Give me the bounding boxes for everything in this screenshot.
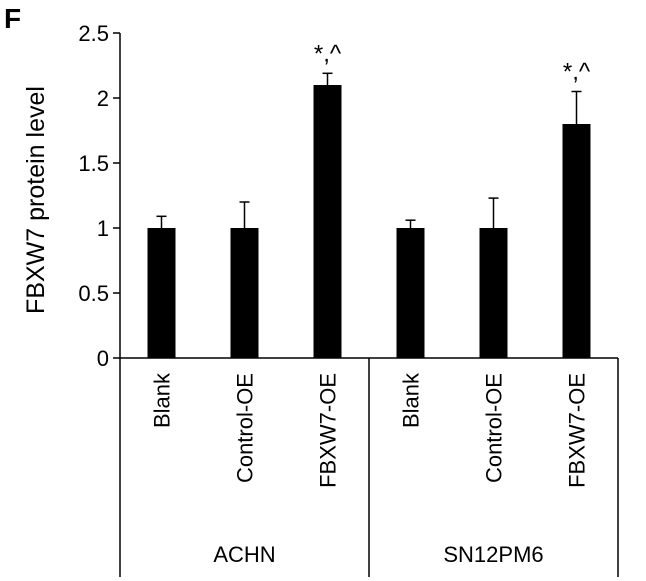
panel-label: F — [4, 3, 21, 34]
y-tick-label: 2.5 — [78, 21, 109, 46]
y-tick-label: 1 — [97, 216, 109, 241]
x-axis: Blank Control-OE FBXW7-OE Blank Control-OE FB… — [120, 357, 618, 488]
significance-labels: *,^ *,^ — [314, 40, 591, 85]
y-axis: 0 0.5 1 1.5 2 2.5 — [78, 21, 121, 371]
bar — [230, 228, 259, 358]
significance-label: *,^ — [563, 59, 591, 86]
error-bars — [156, 72, 582, 228]
bar — [479, 228, 508, 358]
group-label: SN12PM6 — [443, 542, 543, 567]
bar — [396, 228, 425, 358]
y-tick-label: 0.5 — [78, 281, 109, 306]
bar — [562, 124, 591, 358]
x-tick-label: Control-OE — [233, 373, 258, 483]
x-tick-label: Blank — [150, 372, 175, 428]
x-tick-label: FBXW7-OE — [316, 373, 341, 488]
y-axis-label: FBXW7 protein level — [22, 86, 50, 314]
bars — [147, 85, 591, 358]
bar — [313, 85, 342, 358]
group-labels: ACHN SN12PM6 — [119, 358, 619, 577]
bar — [147, 228, 176, 358]
y-tick-label: 2 — [97, 86, 109, 111]
x-tick-label: Control-OE — [482, 373, 507, 483]
y-tick-label: 1.5 — [78, 151, 109, 176]
x-tick-label: FBXW7-OE — [565, 373, 590, 488]
group-label: ACHN — [213, 542, 275, 567]
y-tick-label: 0 — [97, 346, 109, 371]
x-tick-label: Blank — [399, 372, 424, 428]
significance-label: *,^ — [314, 40, 342, 67]
